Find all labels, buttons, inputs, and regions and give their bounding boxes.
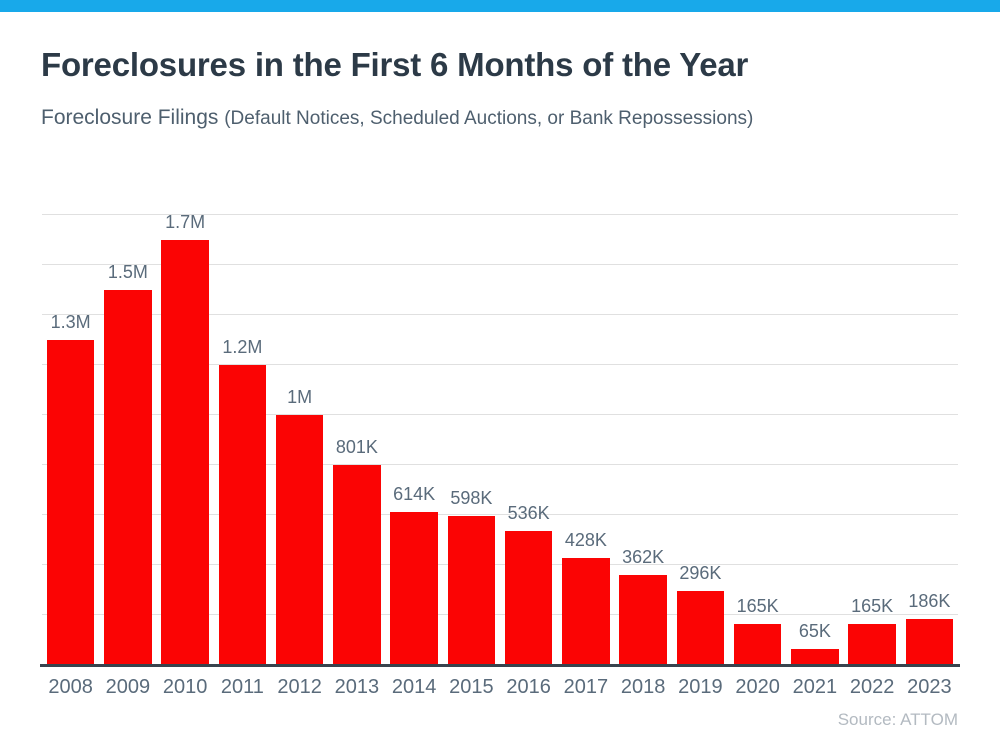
bar-2017 bbox=[562, 558, 610, 665]
x-tick-label-2020: 2020 bbox=[735, 676, 780, 698]
bar-2008 bbox=[46, 340, 95, 665]
x-axis-line bbox=[40, 664, 960, 667]
bar-value-label-2012: 1M bbox=[287, 387, 313, 407]
bar-2009 bbox=[104, 290, 152, 665]
bar-value-label-2010: 1.7M bbox=[165, 212, 206, 232]
bar-2023 bbox=[905, 618, 954, 665]
x-tick-label-2022: 2022 bbox=[849, 676, 895, 698]
chart-subtitle-detail: (Default Notices, Scheduled Auctions, or… bbox=[224, 108, 754, 129]
bar-value-label-2020: 165K bbox=[736, 595, 779, 616]
bar-2020 bbox=[733, 623, 782, 665]
bar-value-label-2022: 165K bbox=[851, 595, 894, 616]
bar-value-label-2019: 296K bbox=[679, 563, 722, 583]
x-tick-label-2019: 2019 bbox=[678, 676, 723, 698]
gridline-600k bbox=[42, 514, 958, 515]
bar-2012 bbox=[275, 415, 324, 665]
bar-2013 bbox=[333, 464, 381, 665]
gridline-1800k bbox=[42, 214, 958, 215]
bar-2019 bbox=[676, 591, 725, 665]
x-tick-label-2010: 2010 bbox=[162, 676, 208, 698]
bar-2018 bbox=[619, 574, 667, 665]
bar-2010 bbox=[161, 240, 209, 665]
x-axis-labels: 2008 2009 2010 2011 2012 2013 2014 2015 2016 2017… bbox=[42, 676, 958, 702]
x-tick-label-2008: 2008 bbox=[48, 676, 93, 698]
bar-value-label-2016: 536K bbox=[507, 503, 550, 523]
x-tick-label-2018: 2018 bbox=[620, 676, 666, 698]
x-tick-label-2016: 2016 bbox=[506, 676, 551, 698]
gridline-1000k bbox=[42, 414, 958, 415]
bar-2015 bbox=[447, 515, 496, 665]
bar-value-label-2017: 428K bbox=[564, 530, 607, 550]
x-tick-label-2023: 2023 bbox=[907, 676, 952, 698]
source-attribution: Source: ATTOM bbox=[837, 710, 958, 729]
gridline-1600k bbox=[42, 264, 958, 265]
gridline-200k bbox=[42, 614, 958, 615]
chart-subtitle-main: Foreclosure Filings bbox=[41, 106, 225, 129]
x-tick-label-2012: 2012 bbox=[277, 676, 322, 698]
x-tick-label-2009: 2009 bbox=[105, 676, 151, 698]
bar-value-label-2015: 598K bbox=[450, 487, 493, 508]
bar-value-label-2023: 186K bbox=[908, 590, 951, 611]
bar-chart-plot-area: 1.3M 1.5M 1.7M 1.2M 1M 801K 614K 598K 536K 428K 36… bbox=[40, 212, 960, 667]
x-tick-label-2017: 2017 bbox=[563, 676, 609, 698]
top-accent-bar bbox=[0, 0, 1000, 12]
gridline-1400k bbox=[42, 314, 958, 315]
gridline-1200k bbox=[42, 364, 958, 365]
bar-value-label-2018: 362K bbox=[622, 546, 665, 567]
x-tick-label-2014: 2014 bbox=[391, 676, 437, 698]
x-tick-label-2011: 2011 bbox=[220, 676, 264, 698]
bar-2011 bbox=[218, 365, 267, 665]
bar-2021 bbox=[791, 648, 839, 665]
bar-value-label-2014: 614K bbox=[393, 483, 436, 504]
x-tick-label-2013: 2013 bbox=[334, 676, 380, 698]
bar-value-label-2011: 1.2M bbox=[222, 337, 263, 357]
gridline-800k bbox=[42, 464, 958, 465]
x-tick-label-2015: 2015 bbox=[449, 676, 494, 698]
chart-title: Foreclosures in the First 6 Months of th… bbox=[41, 46, 749, 83]
bar-value-label-2009: 1.5M bbox=[107, 262, 148, 282]
bar-value-label-2008: 1.3M bbox=[50, 312, 91, 332]
bar-2014 bbox=[390, 511, 438, 665]
bar-value-label-2021: 65K bbox=[798, 620, 831, 641]
bar-2016 bbox=[504, 531, 553, 665]
bar-value-label-2013: 801K bbox=[335, 436, 378, 457]
x-tick-label-2021: 2021 bbox=[792, 676, 838, 698]
bar-2022 bbox=[848, 623, 896, 665]
chart-subtitle: Foreclosure Filings (Default Notices, Sc… bbox=[41, 106, 753, 130]
gridline-400k bbox=[42, 564, 958, 565]
